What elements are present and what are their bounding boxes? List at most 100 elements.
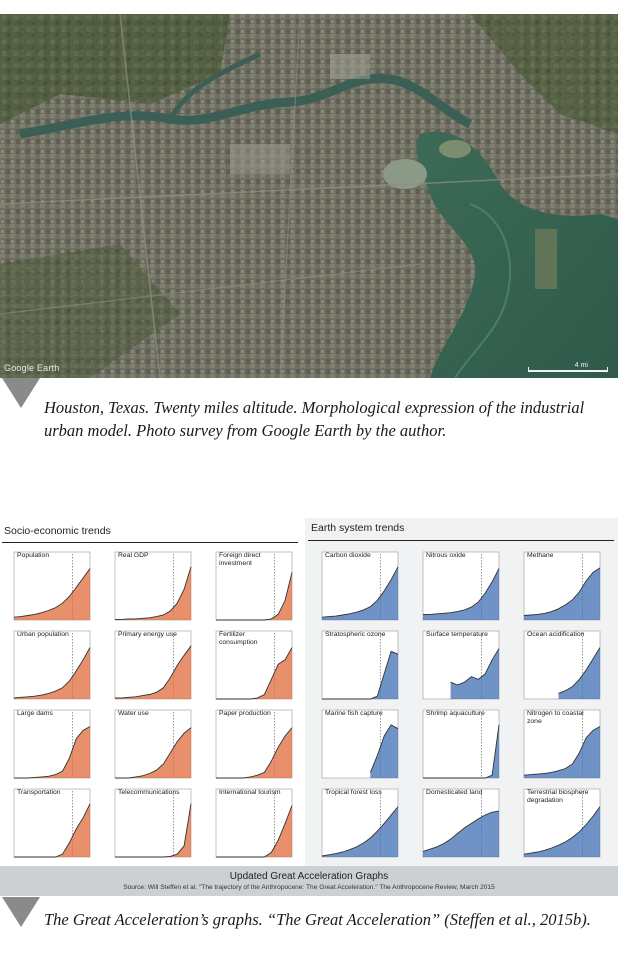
earth-chart: Nitrogen to coastal zone [512,708,604,784]
chart-title: Tropical forest loss [325,789,382,796]
chart-title: Marine fish capture [325,710,383,717]
earth-panel-rule [308,540,614,541]
chart-title: Telecommunications [118,789,180,796]
socio-chart: Urban population [2,629,94,705]
socio-chart-plot [114,630,192,700]
chart-title: Nitrogen to coastal zone [527,710,584,725]
earth-chart-plot [321,709,399,779]
earth-chart-plot [523,551,601,621]
chart-title: Primary energy use [118,631,177,638]
series-area [14,568,90,620]
series-area [216,647,292,699]
footer-title: Updated Great Acceleration Graphs [229,871,389,882]
series-line [422,810,500,852]
socio-chart: Fertilizer consumption [204,629,296,705]
earth-chart: Methane [512,550,604,626]
series-line [523,806,601,855]
footer-source: Source: Will Steffen et al. "The traject… [123,884,495,891]
chart-title: Water use [118,710,149,717]
socio-panel-title: Socio-economic trends [4,525,111,537]
satellite-image: Google Earth 4 mi [0,14,618,378]
socio-chart: Primary energy use [103,629,195,705]
earth-chart: Carbon dioxide [310,550,402,626]
earth-chart-plot [321,788,399,858]
earth-chart: Nitrous oxide [411,550,503,626]
socio-chart-plot [114,709,192,779]
earth-chart: Marine fish capture [310,708,402,784]
chart-title: Carbon dioxide [325,552,371,559]
socio-chart: Real GDP [103,550,195,626]
socio-chart: Telecommunications [103,787,195,863]
socio-chart-plot [13,630,91,700]
earth-chart-plot [422,630,500,700]
earth-chart: Domesticated land [411,787,503,863]
earth-chart: Shrimp aquaculture [411,708,503,784]
earth-chart-plot [422,788,500,858]
caption-pointer-icon [2,378,40,408]
series-area [14,647,90,699]
scale-label: 4 mi [574,362,588,369]
satellite-map-graphic [0,14,618,378]
series-area [115,645,191,699]
series-line [369,724,399,773]
socio-chart-plot [114,788,192,858]
earth-chart-plot [523,630,601,700]
series-line [558,647,601,694]
series-line [423,568,500,615]
series-area [14,803,90,857]
series-line [14,726,91,779]
socio-chart-plot [215,788,293,858]
earth-chart-plot [422,709,500,779]
chart-title: Transportation [17,789,61,796]
chart-title: Terrestrial biosphere degradation [527,789,589,804]
series-line [450,648,500,686]
chart-title: Population [17,552,50,559]
earth-chart-plot [523,709,601,779]
series-line [322,650,399,700]
series-line [523,567,601,616]
plot-frame [422,709,500,779]
socio-chart-plot [215,630,293,700]
series-area [115,566,191,620]
chart-title: Methane [527,552,554,559]
series-area [524,726,600,778]
series-line [115,645,192,699]
chart-title: Surface temperature [426,631,488,638]
image-attribution-label: Google Earth [4,363,60,373]
socio-chart: Paper production [204,708,296,784]
chart-title: Real GDP [118,552,149,559]
series-line [13,568,91,618]
series-area [322,651,398,699]
series-area [322,806,398,857]
earth-chart: Ocean acidification [512,629,604,705]
caption-pointer-icon [2,897,40,927]
earth-panel-title: Earth system trends [311,522,405,534]
socio-chart: Water use [103,708,195,784]
earth-chart: Terrestrial biosphere degradation [512,787,604,863]
series-line [14,803,91,858]
earth-chart-plot [321,630,399,700]
great-acceleration-figure: Socio-economic trends Earth system trend… [0,516,618,896]
figure1-caption: Houston, Texas. Twenty miles altitude. M… [44,398,585,440]
plot-frame [114,788,192,858]
earth-chart: Surface temperature [411,629,503,705]
series-line [423,724,500,779]
series-line [115,566,192,620]
chart-title: Fertilizer consumption [219,631,258,646]
series-line [216,727,293,779]
series-area [115,727,191,778]
chart-title: Paper production [219,710,271,717]
chart-title: Shrimp aquaculture [426,710,485,717]
earth-chart-plot [422,551,500,621]
series-area [524,806,600,857]
socio-chart: International tourism [204,787,296,863]
chart-title: Foreign direct investment [219,552,261,567]
chart-title: Nitrous oxide [426,552,466,559]
series-line [216,572,293,621]
series-line [13,647,91,699]
series-line [321,806,399,857]
chart-title: Ocean acidification [527,631,585,638]
chart-title: Stratospheric ozone [325,631,386,638]
series-area [322,566,398,620]
chart-title: Large dams [17,710,53,717]
